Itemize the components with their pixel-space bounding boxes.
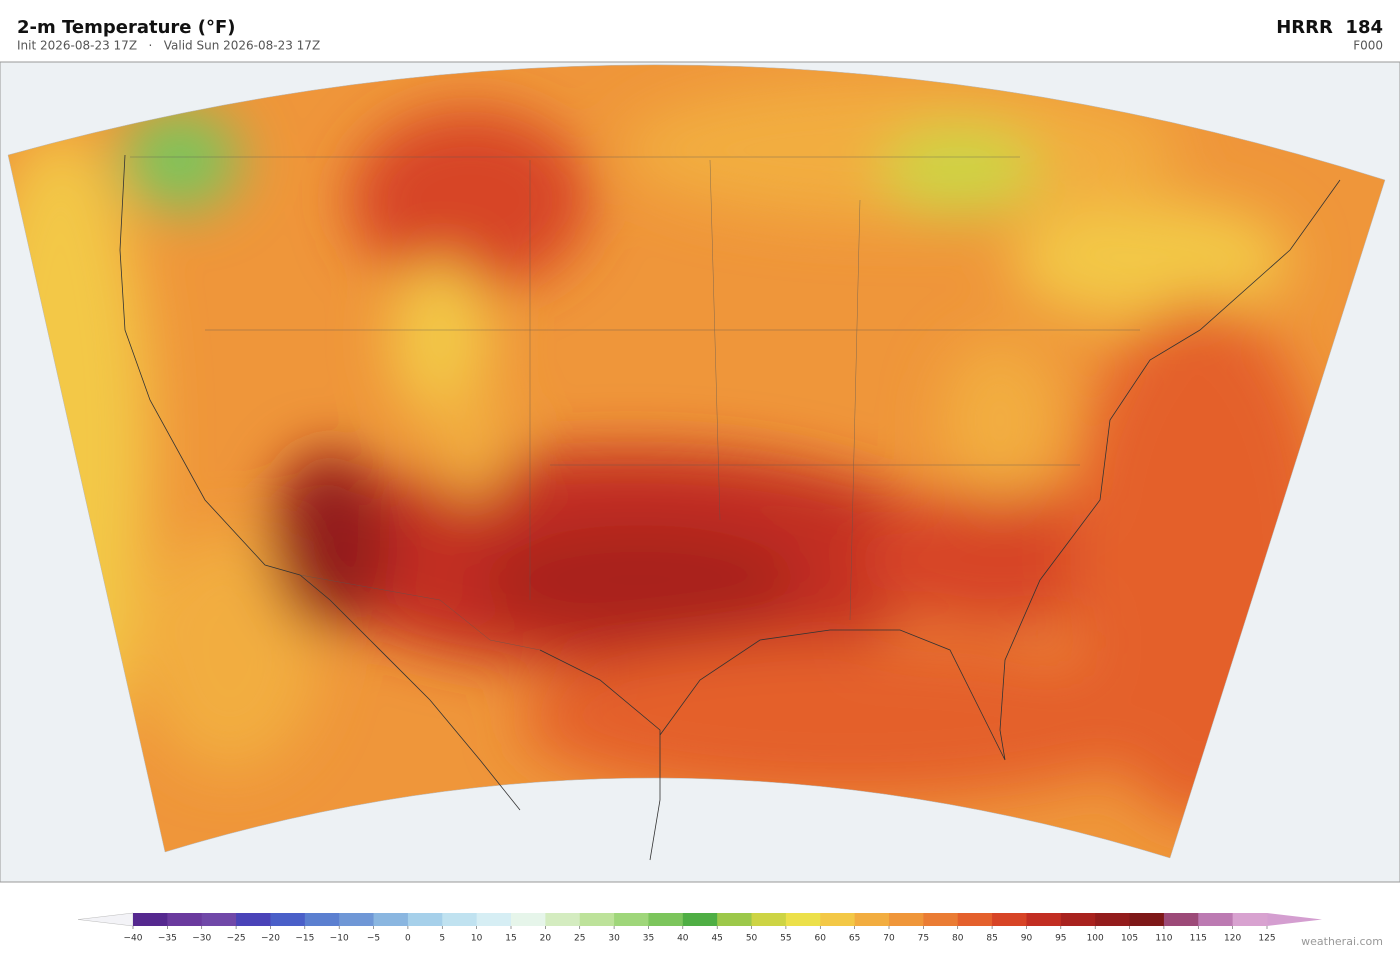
colorbar-tick-label: 30	[608, 934, 620, 944]
colorbar-tick-label: −10	[330, 934, 349, 944]
borders	[130, 156, 1140, 651]
colorbar-tick-label: 115	[1190, 934, 1207, 944]
colorbar-swatch	[614, 913, 649, 926]
colorbar-tick-label: −5	[367, 934, 380, 944]
colorbar-tick-label: 105	[1121, 934, 1138, 944]
colorbar-swatch	[648, 913, 684, 926]
colorbar-tick-label: 75	[918, 934, 929, 944]
colorbar-swatch	[476, 913, 512, 926]
colorbar-swatch	[1095, 913, 1131, 926]
colorbar-swatch	[992, 913, 1027, 926]
colorbar-swatch	[373, 913, 409, 926]
colorbar-tick-label: −15	[295, 934, 314, 944]
colorbar-swatch	[785, 913, 821, 926]
colorbar-swatch	[1163, 913, 1199, 926]
colorbar-tick-label: 85	[986, 934, 997, 944]
temperature-field	[8, 64, 1385, 858]
colorbar-swatch	[579, 913, 615, 926]
colorbar-swatch	[923, 913, 959, 926]
colorbar-tick-label: −30	[192, 934, 211, 944]
colorbar-tick-label: 25	[574, 934, 585, 944]
colorbar-swatch	[304, 913, 340, 926]
colorbar-swatch	[201, 913, 237, 926]
colorbar-swatch	[820, 913, 856, 926]
map	[0, 61, 1400, 883]
colorbar-swatch	[889, 913, 924, 926]
forecast-hour: F000	[1353, 39, 1383, 53]
colorbar-tick-label: 20	[540, 934, 552, 944]
colorbar-over	[1267, 913, 1322, 926]
colorbar-tick-label: 125	[1258, 934, 1275, 944]
colorbar-tick-label: 80	[952, 934, 964, 944]
colorbar-swatch	[717, 913, 753, 926]
colorbar-swatch	[511, 913, 546, 926]
colorbar-swatch	[1129, 913, 1165, 926]
colorbar-swatch	[1198, 913, 1234, 926]
colorbar-tick-label: 40	[677, 934, 689, 944]
colorbar-tick-label: 100	[1087, 934, 1104, 944]
colorbar-tick-label: 70	[883, 934, 895, 944]
colorbar-swatch	[751, 913, 787, 926]
colorbar-tick-label: 120	[1224, 934, 1241, 944]
colorbar-tick-label: −20	[261, 934, 280, 944]
domain-outline	[7, 64, 1386, 859]
colorbar-tick-label: 110	[1155, 934, 1172, 944]
colorbar-tick-label: 10	[471, 934, 483, 944]
credit: weatherai.com	[1301, 935, 1383, 948]
colorbar-tick-label: 35	[643, 934, 654, 944]
colorbar: −40 −35 −30 −25 −20 −15 −10 −5 0 5 10 15 20 25 30 35 40 4…	[77, 912, 1322, 944]
colorbar-swatch	[236, 913, 271, 926]
colorbar-tick-label: 55	[780, 934, 791, 944]
coastlines	[119, 154, 1341, 861]
colorbar-tick-label: 65	[849, 934, 860, 944]
title: 2-m Temperature (°F)	[17, 17, 236, 38]
colorbar-swatch	[270, 913, 306, 926]
colorbar-tick-label: −35	[158, 934, 177, 944]
colorbar-tick-label: 50	[746, 934, 758, 944]
colorbar-tick-label: 0	[405, 934, 411, 944]
colorbar-under	[77, 912, 134, 927]
colorbar-tick-label: −25	[227, 934, 246, 944]
colorbar-swatch	[133, 913, 168, 926]
colorbar-tick-label: −40	[124, 934, 143, 944]
colorbar-swatch	[957, 913, 993, 926]
colorbar-tick-label: 95	[1055, 934, 1066, 944]
colorbar-swatch	[442, 913, 478, 926]
colorbar-swatch	[1026, 913, 1062, 926]
colorbar-swatch	[339, 913, 375, 926]
colorbar-swatch	[682, 913, 718, 926]
colorbar-swatch	[545, 913, 581, 926]
colorbar-tick-label: 45	[711, 934, 722, 944]
colorbar-tick-label: 5	[439, 934, 445, 944]
colorbar-tick-label: 15	[505, 934, 516, 944]
subtitle: Init 2026-08-23 17Z · Valid Sun 2026-08-…	[17, 39, 320, 53]
colorbar-swatch	[407, 913, 443, 926]
colorbar-swatch	[167, 913, 203, 926]
colorbar-swatch	[854, 913, 890, 926]
colorbar-tick-label: 60	[815, 934, 827, 944]
colorbar-swatch	[1060, 913, 1096, 926]
model: HRRR 184	[1276, 17, 1383, 38]
colorbar-tick-label: 90	[1021, 934, 1033, 944]
colorbar-swatch	[1232, 913, 1268, 926]
